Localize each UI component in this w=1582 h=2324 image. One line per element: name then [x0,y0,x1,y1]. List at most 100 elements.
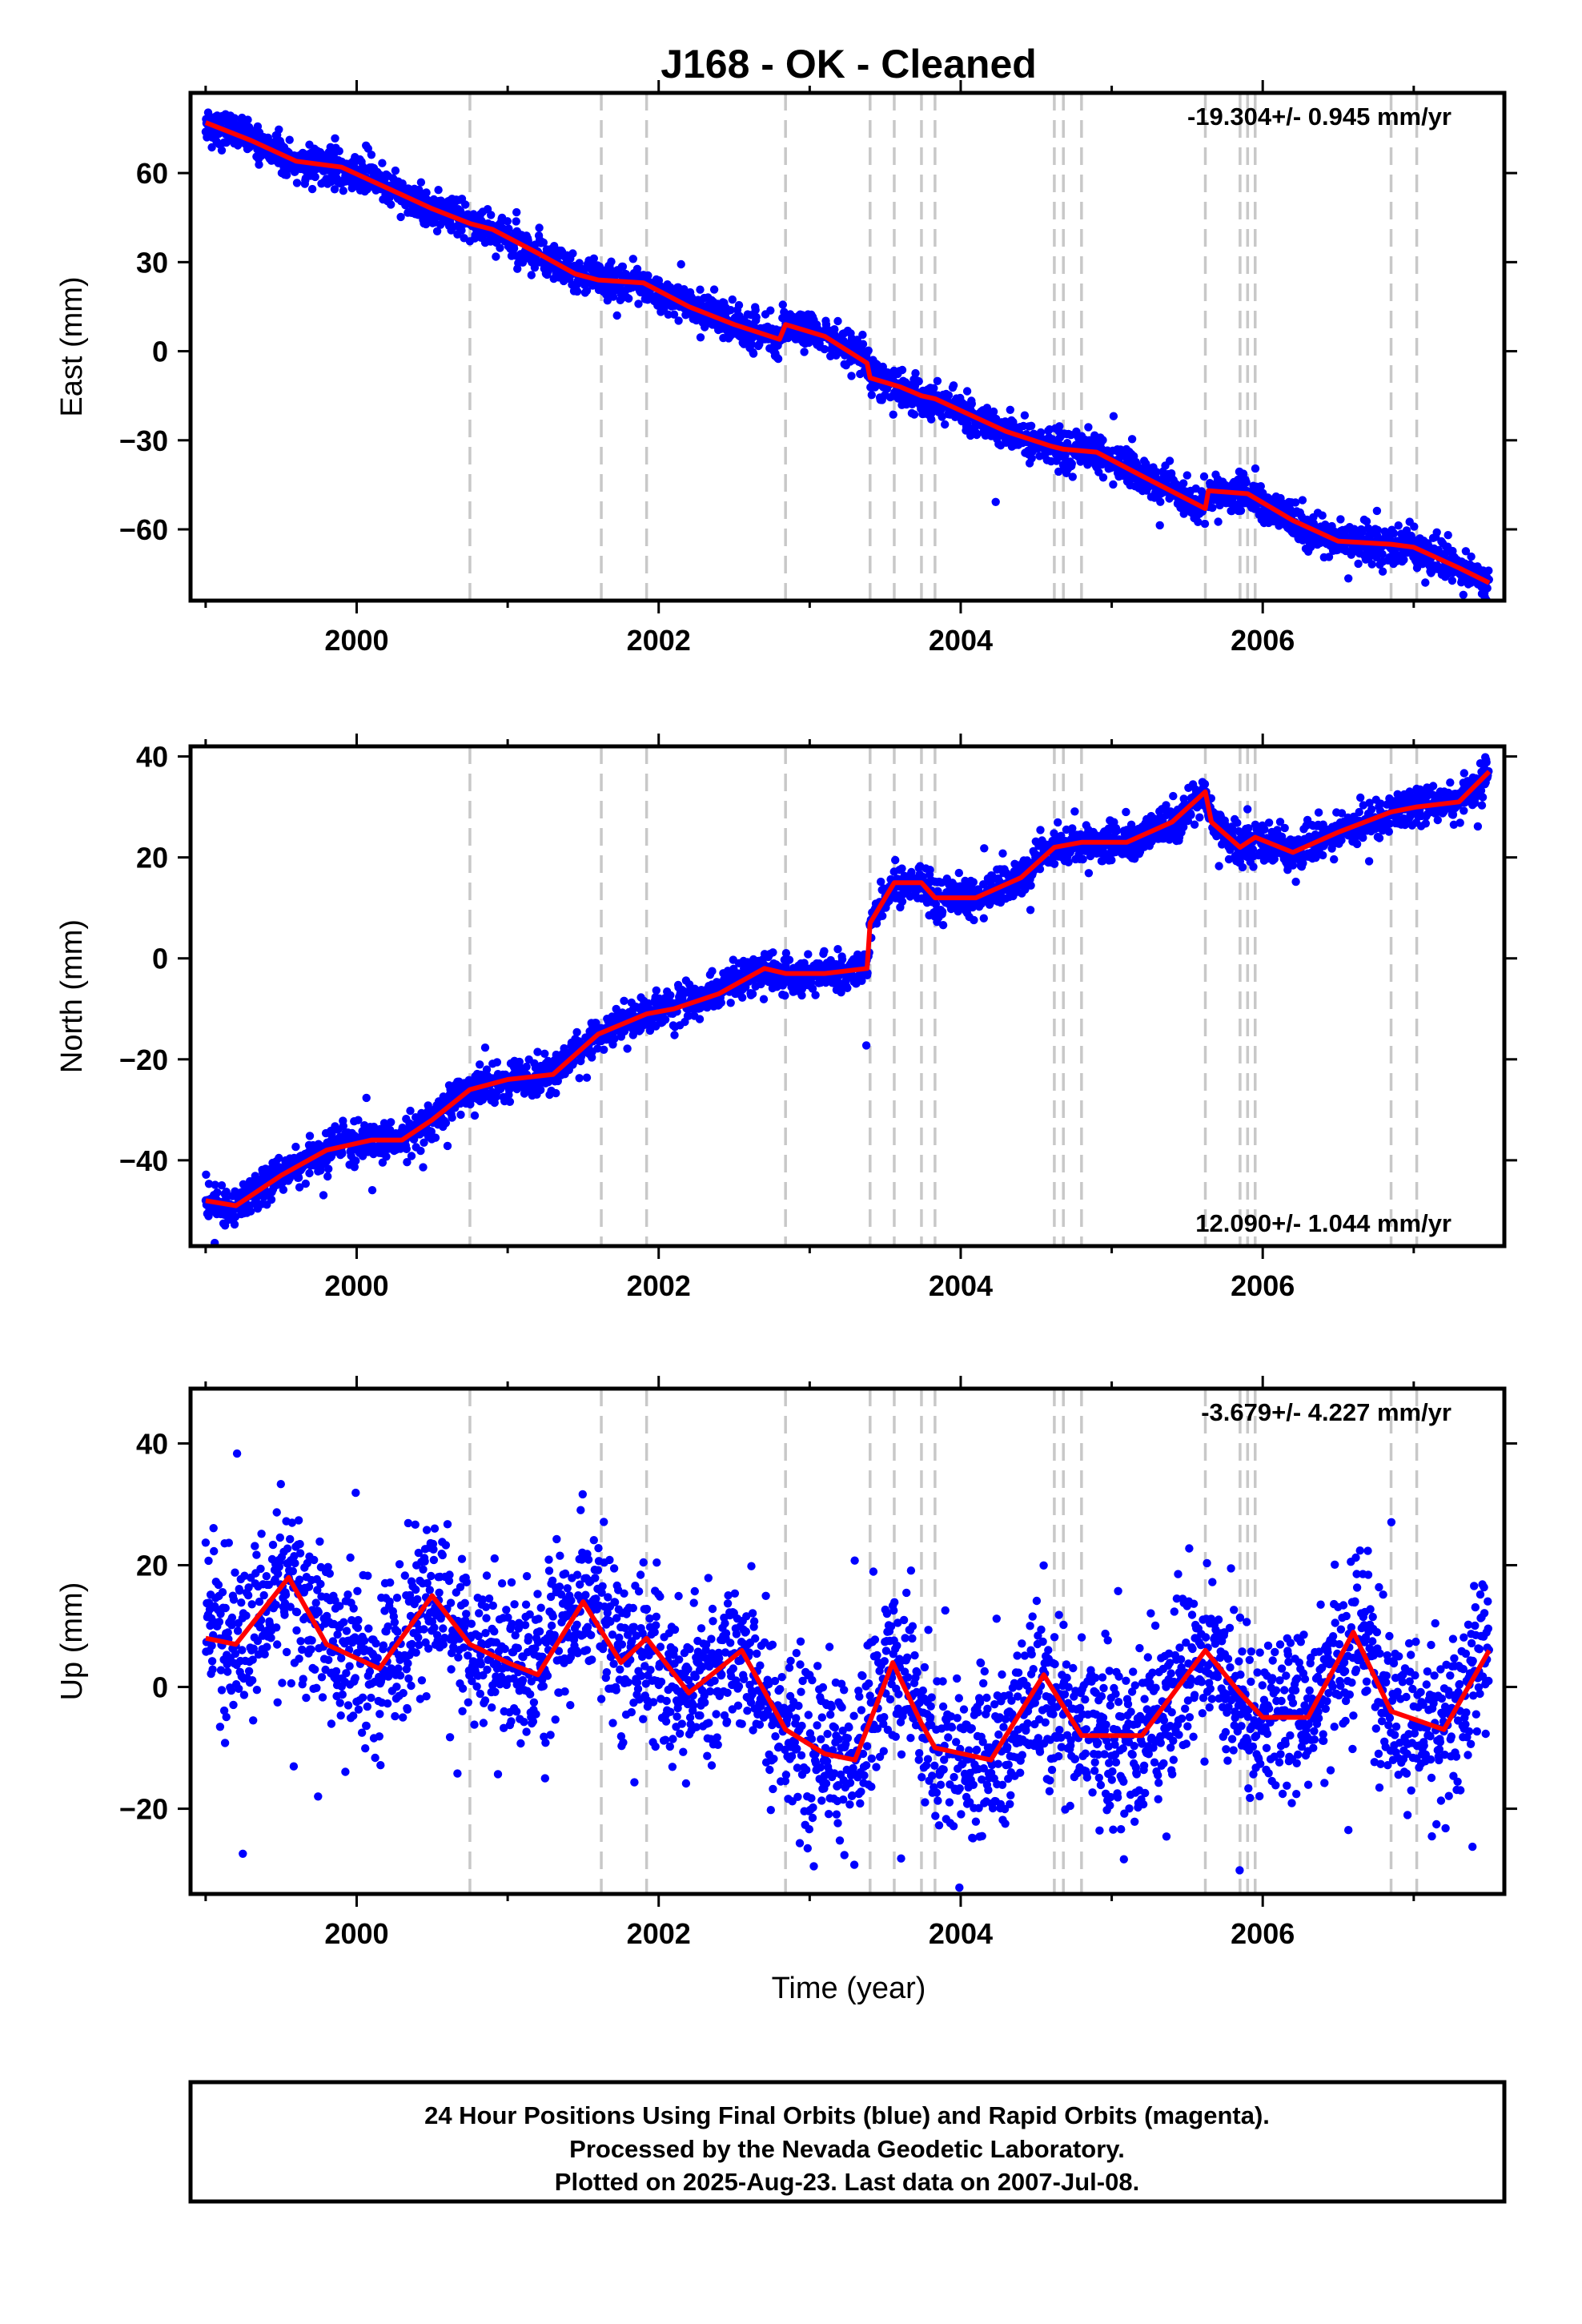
position-point [1459,590,1468,599]
position-point [1378,567,1387,576]
y-tick-label: −30 [119,424,168,457]
velocity-label: -19.304+/- 0.945 mm/yr [1187,103,1452,131]
position-point [367,1186,377,1195]
position-point [589,254,598,263]
position-point [1006,405,1015,414]
position-point [267,1195,276,1204]
position-point [560,1043,568,1053]
position-point [644,999,653,1008]
position-point [509,244,519,253]
position-point [1055,422,1064,431]
position-point [684,1011,693,1020]
position-point [624,294,633,303]
panel-frame [188,90,1507,603]
position-point [1344,574,1353,583]
position-point [1109,480,1118,489]
position-point [747,340,757,349]
daily-positions [201,753,1493,1246]
position-point [979,914,989,923]
position-point [1027,454,1036,463]
position-point [387,200,396,209]
position-point [275,1153,283,1163]
position-point [695,1015,705,1023]
position-point [1078,854,1087,864]
position-point [1127,435,1137,444]
position-point [930,384,938,392]
position-point [285,135,294,144]
position-point [734,300,744,310]
position-point [1324,553,1334,561]
position-point [396,212,405,222]
position-point [962,387,972,396]
position-point [387,1118,396,1127]
position-point [1318,511,1327,520]
position-point [324,1164,333,1173]
position-point [403,1158,412,1167]
position-point [1068,472,1078,481]
position-point [294,1173,303,1182]
position-point [492,1058,502,1067]
position-point [552,1088,560,1098]
position-point [938,907,947,916]
position-point [752,312,761,322]
position-point [292,179,302,187]
position-point [1098,473,1108,482]
position-point [781,991,789,1000]
position-point [203,108,213,117]
position-point [726,306,735,315]
position-point [505,1097,515,1107]
position-point [1389,529,1399,538]
position-point [847,372,856,380]
position-point [319,1191,328,1200]
position-point [434,186,443,195]
position-point [769,948,777,957]
position-point [582,286,592,296]
position-point [1026,421,1036,430]
position-point [305,1132,315,1140]
position-point [857,976,866,986]
position-point [1410,522,1419,531]
position-point [1251,464,1260,473]
position-point [1179,479,1188,488]
position-point [858,340,868,348]
position-point [877,877,885,887]
position-point [1236,506,1246,515]
position-point [487,211,496,219]
position-point [1070,807,1079,816]
position-point [419,1163,428,1172]
position-point [600,1045,608,1055]
position-point [897,897,907,907]
position-point [482,1065,492,1074]
plot-area [201,93,1494,601]
position-point [1194,517,1203,526]
position-point [1461,547,1471,556]
position-point [230,1220,239,1229]
position-point [843,983,852,993]
position-point [1362,517,1371,526]
position-point [1242,478,1251,487]
position-point [669,310,679,319]
model-fit-line [204,120,1491,585]
position-point [496,243,504,252]
position-point [211,1180,219,1189]
position-point [441,1119,451,1128]
position-point [456,1110,465,1120]
position-point [461,200,470,209]
position-point [1094,468,1103,476]
position-point [607,257,616,266]
position-point [1421,578,1430,587]
position-point [864,346,873,355]
position-point [944,391,954,400]
y-tick-label: −60 [119,513,168,546]
position-point [1399,555,1408,565]
position-point [568,249,577,258]
position-point [967,400,977,408]
position-point [432,227,442,235]
position-point [213,1188,222,1197]
position-point [938,921,948,930]
position-point [301,1179,310,1188]
step-epoch-lines [468,746,1419,1246]
position-point [1112,826,1122,835]
